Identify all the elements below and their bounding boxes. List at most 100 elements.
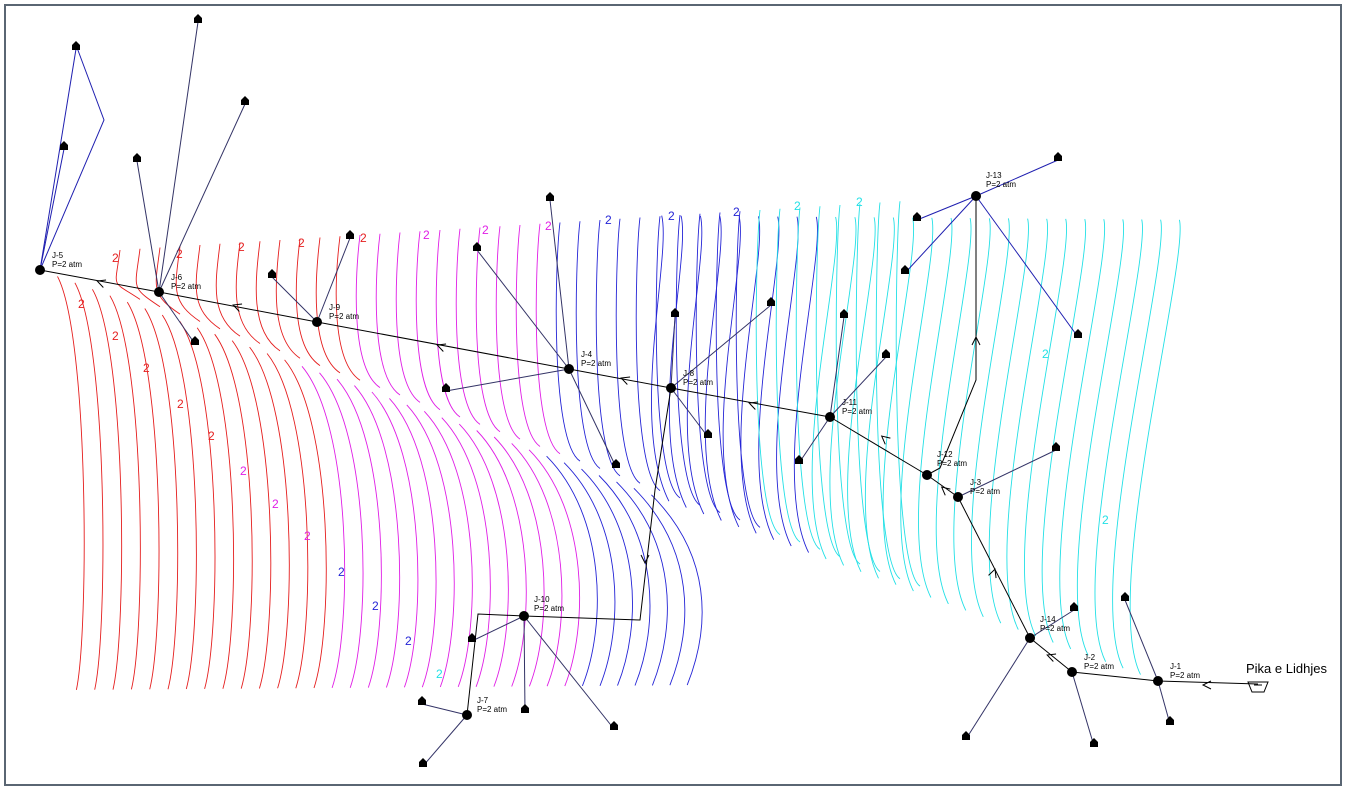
house-icon[interactable] bbox=[1121, 592, 1129, 601]
junction-node[interactable] bbox=[462, 710, 472, 720]
house-icon[interactable] bbox=[268, 269, 276, 278]
service-line bbox=[975, 195, 1079, 338]
house-icon[interactable] bbox=[521, 704, 529, 713]
house-icon[interactable] bbox=[191, 336, 199, 345]
junction-j-7[interactable]: J-7P=2 atm bbox=[462, 696, 507, 720]
pipe-segment[interactable] bbox=[158, 291, 318, 323]
contour-labels: 2 2 2 2 2 2 2 2 2 2 2 2 2 2 2 2 2 2 2 2 2 2 2 2 2 2 2 bbox=[78, 195, 1109, 681]
pipe-segment[interactable] bbox=[957, 496, 1031, 639]
house-icon[interactable] bbox=[346, 230, 354, 239]
contour-line bbox=[266, 353, 309, 689]
junction-node[interactable] bbox=[312, 317, 322, 327]
house-icon[interactable] bbox=[962, 731, 970, 740]
contour-value-label: 2 bbox=[272, 497, 279, 511]
house-icon[interactable] bbox=[1054, 152, 1062, 161]
junction-j-14[interactable]: J-14P=2 atm bbox=[1025, 615, 1070, 643]
reservoir-icon[interactable] bbox=[1247, 681, 1269, 693]
house-icon[interactable] bbox=[1166, 716, 1174, 725]
junction-node[interactable] bbox=[1153, 676, 1163, 686]
house-icon[interactable] bbox=[1070, 602, 1078, 611]
junction-node[interactable] bbox=[971, 191, 981, 201]
flow-arrow-icon bbox=[232, 303, 243, 312]
house-icon[interactable] bbox=[704, 429, 712, 438]
junction-id: J-1 bbox=[1170, 662, 1182, 671]
junction-node[interactable] bbox=[922, 470, 932, 480]
junction-pressure: P=2 atm bbox=[986, 180, 1016, 189]
house-icon[interactable] bbox=[795, 455, 803, 464]
contour-line bbox=[476, 430, 527, 687]
house-icon[interactable] bbox=[913, 212, 921, 221]
junction-j-6[interactable]: J-6P=2 atm bbox=[154, 273, 201, 297]
house-icon[interactable] bbox=[194, 14, 202, 23]
contour-line bbox=[1112, 219, 1162, 669]
junction-node[interactable] bbox=[154, 287, 164, 297]
house-icon[interactable] bbox=[612, 459, 620, 468]
pipes[interactable] bbox=[39, 196, 1259, 716]
house-icon[interactable] bbox=[72, 41, 80, 50]
junction-node[interactable] bbox=[953, 492, 963, 502]
house-icon[interactable] bbox=[442, 383, 450, 392]
junction-node[interactable] bbox=[825, 412, 835, 422]
house-icon[interactable] bbox=[418, 696, 426, 705]
junction-j-8[interactable]: J-8P=2 atm bbox=[666, 369, 713, 393]
junction-j-5[interactable]: J-5P=2 atm bbox=[35, 251, 82, 275]
house-icon[interactable] bbox=[241, 96, 249, 105]
house-icon[interactable] bbox=[473, 242, 481, 251]
junction-j-13[interactable]: J-13P=2 atm bbox=[971, 171, 1016, 201]
house-icon[interactable] bbox=[1074, 329, 1082, 338]
house-icon[interactable] bbox=[901, 265, 909, 274]
contour-line bbox=[900, 217, 934, 592]
house-icon[interactable] bbox=[840, 309, 848, 318]
pipe-segment[interactable] bbox=[926, 474, 959, 498]
junction-node[interactable] bbox=[1067, 667, 1077, 677]
house-icon[interactable] bbox=[671, 308, 679, 317]
house-icon[interactable] bbox=[610, 721, 618, 730]
consumers[interactable] bbox=[60, 14, 1174, 767]
house-icon[interactable] bbox=[1090, 738, 1098, 747]
junction-node[interactable] bbox=[1025, 633, 1035, 643]
pipe-segment[interactable] bbox=[1071, 671, 1159, 682]
source-point[interactable]: Pika e Lidhjes bbox=[1246, 661, 1327, 693]
contour-line bbox=[695, 213, 721, 514]
junction-j-4[interactable]: J-4P=2 atm bbox=[564, 350, 611, 374]
pipe-segment[interactable] bbox=[829, 416, 928, 476]
pressure-contours bbox=[57, 201, 1181, 690]
house-icon[interactable] bbox=[419, 758, 427, 767]
house-icon[interactable] bbox=[468, 633, 476, 642]
junction-node[interactable] bbox=[35, 265, 45, 275]
house-icon[interactable] bbox=[133, 153, 141, 162]
contour-value-label: 2 bbox=[304, 529, 311, 543]
junction-node[interactable] bbox=[666, 383, 676, 393]
pipe-segment[interactable] bbox=[926, 196, 977, 476]
junction-j-1[interactable]: J-1P=2 atm bbox=[1153, 662, 1200, 686]
pipe-segment[interactable] bbox=[466, 613, 525, 716]
pipe-segment[interactable] bbox=[523, 387, 672, 621]
junction-j-12[interactable]: J-12P=2 atm bbox=[922, 450, 967, 480]
junction-node[interactable] bbox=[519, 611, 529, 621]
house-icon[interactable] bbox=[767, 297, 775, 306]
junction-j-2[interactable]: J-2P=2 atm bbox=[1067, 653, 1114, 677]
house-icon[interactable] bbox=[60, 141, 68, 150]
contour-line bbox=[953, 218, 991, 611]
junction-j-3[interactable]: J-3P=2 atm bbox=[953, 478, 1000, 502]
contour-line bbox=[126, 301, 160, 690]
contour-line bbox=[722, 216, 741, 528]
junctions[interactable]: J-5P=2 atm J-6P=2 atm J-9P=2 atm J-4P=2 atm… bbox=[35, 171, 1200, 720]
service-line bbox=[523, 615, 615, 730]
contour-value-label: 2 bbox=[605, 213, 612, 227]
junction-j-9[interactable]: J-9P=2 atm bbox=[312, 303, 359, 327]
house-icon[interactable] bbox=[546, 192, 554, 201]
contour-line bbox=[249, 346, 290, 689]
contour-line bbox=[515, 224, 541, 447]
contour-line bbox=[144, 308, 179, 690]
flow-arrow-icon bbox=[940, 486, 951, 496]
house-icon[interactable] bbox=[882, 349, 890, 358]
pipe-segment[interactable] bbox=[568, 368, 672, 389]
junction-j-11[interactable]: J-11P=2 atm bbox=[825, 398, 872, 422]
pipe-segment[interactable] bbox=[316, 321, 570, 370]
house-icon[interactable] bbox=[1052, 442, 1060, 451]
junction-node[interactable] bbox=[564, 364, 574, 374]
junction-j-10[interactable]: J-10P=2 atm bbox=[519, 595, 564, 621]
service-line bbox=[316, 237, 351, 323]
